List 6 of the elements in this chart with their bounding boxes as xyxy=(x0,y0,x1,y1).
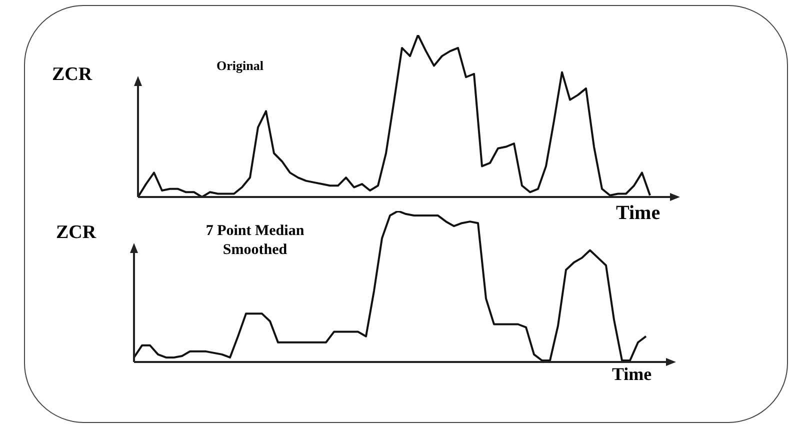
text: 7 Point Median Smoothed xyxy=(206,223,304,258)
y-axis-title: ZCR xyxy=(56,222,96,243)
y-axis-title: ZCR xyxy=(52,64,92,85)
text: Original xyxy=(216,58,264,73)
x-axis-title: Time xyxy=(612,364,652,384)
x-axis-title: Time xyxy=(616,202,660,224)
